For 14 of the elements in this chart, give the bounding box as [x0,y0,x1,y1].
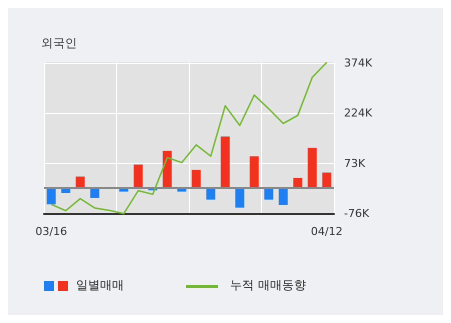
bar [134,164,143,188]
legend-label: 누적 매매동향 [230,278,306,292]
chart-title: 외국인 [41,36,77,50]
bar [250,156,259,188]
line-series [50,62,328,214]
bar [308,148,317,188]
y-tick-label: 73K [344,157,366,170]
x-tick-label: 03/16 [35,225,68,238]
x-tick-label: 04/12 [310,225,343,238]
y-tick-label: 374K [344,56,373,70]
y-tick-label: -76K [344,206,370,220]
y-tick-label: 224K [344,106,373,120]
legend-label: 일별매매 [76,278,124,292]
bar [220,136,230,188]
